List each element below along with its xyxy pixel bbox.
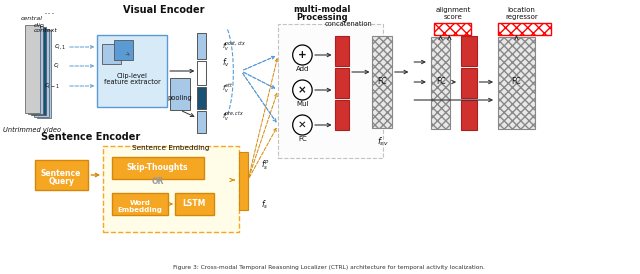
Bar <box>434 23 471 35</box>
Bar <box>372 36 392 128</box>
Bar <box>335 36 349 66</box>
Bar <box>37 30 51 118</box>
Text: Sentence: Sentence <box>41 169 81 178</box>
Text: alignment: alignment <box>436 7 471 13</box>
Text: ✕: ✕ <box>298 120 307 130</box>
Bar <box>197 61 206 85</box>
Text: Skip-Thoughts: Skip-Thoughts <box>127 162 188 172</box>
Bar <box>335 100 349 130</box>
Text: $f_v^{att}$: $f_v^{att}$ <box>221 81 233 95</box>
Bar <box>197 87 206 109</box>
Bar <box>112 193 168 215</box>
Text: $c_{i-1}$: $c_{i-1}$ <box>44 81 60 91</box>
Text: $f_v$: $f_v$ <box>221 57 230 69</box>
Text: Embedding: Embedding <box>118 207 163 213</box>
Bar <box>102 44 122 64</box>
Text: FC: FC <box>436 78 445 87</box>
Text: $f_s^p$: $f_s^p$ <box>260 158 269 172</box>
Text: pooling: pooling <box>168 95 192 101</box>
Bar <box>461 36 477 66</box>
Text: Untrimmed video: Untrimmed video <box>3 127 61 133</box>
Bar <box>35 160 88 190</box>
Text: Query: Query <box>48 176 74 185</box>
Circle shape <box>292 80 312 100</box>
Text: clip: clip <box>33 22 44 27</box>
Text: central: central <box>21 16 43 21</box>
Text: Mul: Mul <box>296 101 308 107</box>
Text: ...: ... <box>44 4 56 16</box>
Bar <box>431 37 451 129</box>
Text: Processing: Processing <box>296 13 348 22</box>
Text: FC: FC <box>378 78 387 87</box>
Bar <box>461 68 477 98</box>
Bar <box>170 78 189 110</box>
Text: Sentence Embedding: Sentence Embedding <box>132 145 210 151</box>
Text: multi-modal: multi-modal <box>293 5 351 15</box>
Text: Add: Add <box>296 66 309 72</box>
Bar <box>197 111 206 133</box>
Text: +: + <box>298 50 307 60</box>
Text: Clip-level: Clip-level <box>116 73 148 79</box>
Text: $c_{i,1}$: $c_{i,1}$ <box>54 42 67 52</box>
Bar <box>97 35 167 107</box>
Text: Visual Encoder: Visual Encoder <box>122 5 204 15</box>
Text: ×: × <box>298 85 307 95</box>
Bar <box>498 37 535 129</box>
Text: FC: FC <box>511 78 521 87</box>
Text: context: context <box>34 28 58 33</box>
Circle shape <box>292 45 312 65</box>
Text: score: score <box>444 14 463 20</box>
Text: feature extractor: feature extractor <box>104 79 161 85</box>
Bar <box>31 27 45 115</box>
Text: $f_v^{post,ctx}$: $f_v^{post,ctx}$ <box>221 39 246 52</box>
Bar <box>34 28 49 117</box>
Bar <box>278 24 383 158</box>
Bar <box>25 25 40 113</box>
Bar <box>461 100 477 130</box>
Text: $f_s$: $f_s$ <box>260 199 268 211</box>
Text: concatenation: concatenation <box>324 21 372 27</box>
Bar <box>175 193 214 215</box>
Bar <box>103 146 239 232</box>
Bar <box>114 40 133 60</box>
Text: LSTM: LSTM <box>183 198 206 207</box>
Bar <box>28 26 43 114</box>
Bar <box>239 152 248 210</box>
Text: Figure 3: Cross-modal Temporal Reasoning Localizer (CTRL) architecture for tempo: Figure 3: Cross-modal Temporal Reasoning… <box>173 264 484 270</box>
Bar <box>335 68 349 98</box>
Text: Sentence Encoder: Sentence Encoder <box>41 132 140 142</box>
Circle shape <box>292 115 312 135</box>
Bar <box>498 23 552 35</box>
Text: OR: OR <box>151 178 164 187</box>
Text: $f_v^{pre,ctx}$: $f_v^{pre,ctx}$ <box>221 109 244 121</box>
Text: regressor: regressor <box>505 14 538 20</box>
Text: Word: Word <box>129 200 150 206</box>
Text: FC: FC <box>298 136 307 142</box>
Text: location: location <box>508 7 535 13</box>
Text: $f_{sv}$: $f_{sv}$ <box>378 136 389 148</box>
Text: $c_i$: $c_i$ <box>52 61 60 71</box>
Bar <box>197 33 206 59</box>
Bar <box>112 157 204 179</box>
